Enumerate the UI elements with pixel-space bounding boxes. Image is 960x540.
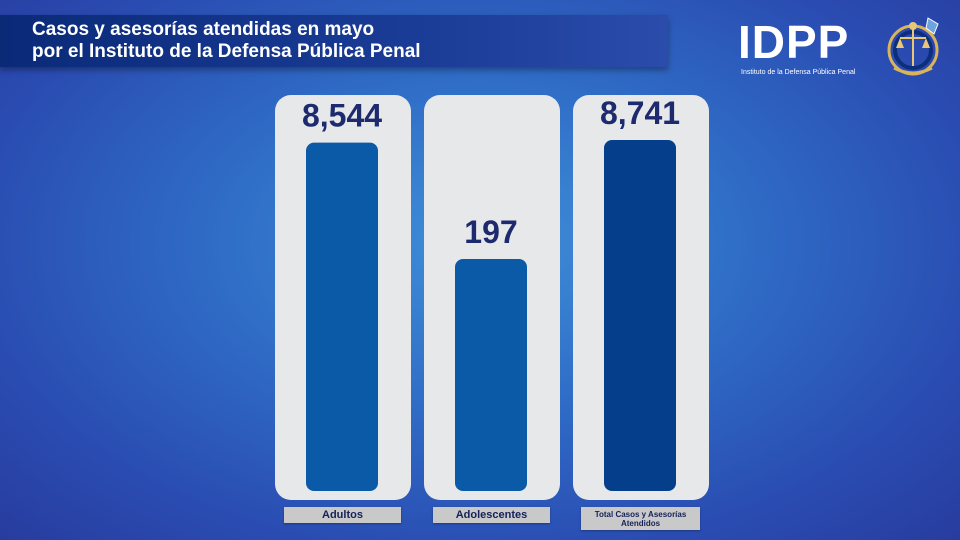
logo-subtitle: Instituto de la Defensa Pública Penal [741, 69, 856, 76]
title-banner: Casos y asesorías atendidas en mayo por … [0, 15, 668, 67]
chart-title-line-1: Casos y asesorías atendidas en mayo [32, 19, 375, 40]
value-label-adultos: 8,544 [302, 98, 382, 134]
category-label-total: Total Casos y Asesorías Atendidos [581, 507, 700, 530]
scales-of-justice-seal-icon [887, 17, 939, 76]
category-label-adultos: Adultos [284, 507, 401, 523]
bar-total [604, 140, 676, 491]
category-label-adolescentes: Adolescentes [433, 507, 550, 523]
idpp-logo: IDPP Instituto de la Defensa Pública Pen… [738, 14, 948, 84]
logo-text: IDPP [738, 16, 850, 68]
value-label-adolescentes: 197 [464, 214, 517, 250]
value-label-total: 8,741 [600, 95, 680, 131]
bar-adultos [306, 142, 378, 492]
bar-adolescentes [455, 259, 527, 491]
chart-title-line-2: por el Instituto de la Defensa Pública P… [32, 41, 421, 62]
